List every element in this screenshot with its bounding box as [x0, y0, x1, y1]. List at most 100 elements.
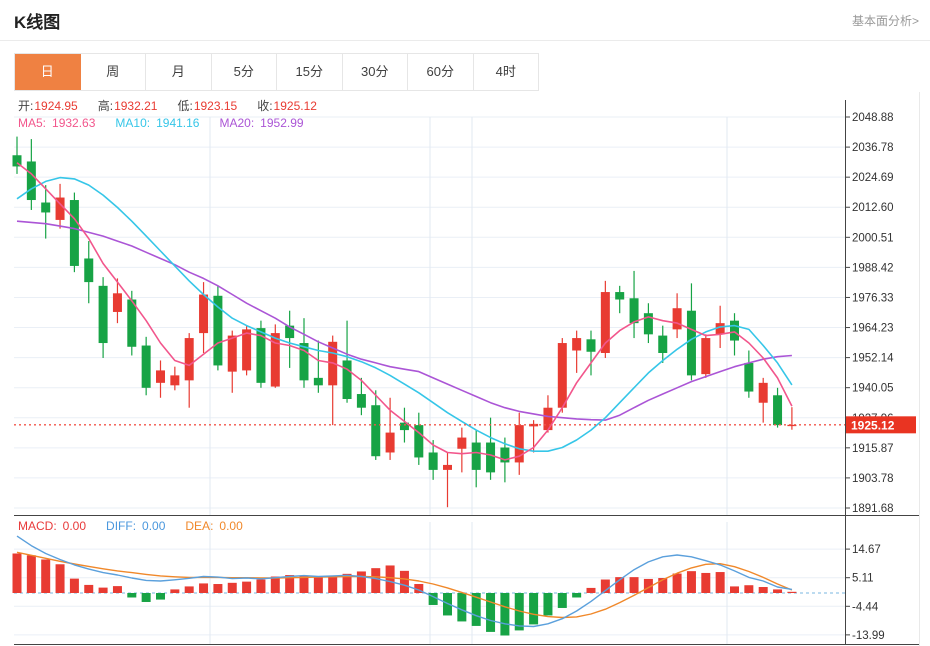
macd-histogram-bar: [414, 584, 424, 593]
candle-bearish: [26, 161, 36, 201]
candle-bullish: [112, 293, 122, 312]
candle-bullish: [270, 333, 280, 387]
macd-histogram-bar: [12, 553, 22, 593]
candlestick-chart[interactable]: 2048.88 2036.78 2024.69 2012.60 2000.51 1988.…: [0, 92, 930, 646]
axis-label: -13.99: [852, 630, 885, 642]
macd-histogram-bar: [557, 593, 567, 608]
macd-histogram-bar: [213, 584, 223, 593]
macd-histogram-bar: [98, 587, 108, 593]
legend-item: 收:1925.12: [257, 99, 317, 113]
candle-bullish: [701, 338, 711, 375]
candle-bullish: [170, 375, 180, 386]
macd-histogram-bar: [399, 570, 409, 593]
macd-histogram-bar: [500, 593, 510, 636]
macd-histogram-bar: [199, 583, 209, 593]
macd-histogram-bar: [41, 559, 51, 593]
macd-histogram-bar: [256, 579, 266, 593]
axis-label: 2036.78: [852, 142, 894, 154]
legend-item: 高:1932.21: [97, 99, 158, 113]
macd-histogram-bar: [672, 573, 682, 593]
macd-histogram-bar: [543, 593, 553, 616]
candle-bearish: [256, 328, 266, 383]
macd-histogram-bar: [658, 578, 668, 593]
candle-bearish: [486, 442, 496, 473]
ma5-line: [16, 162, 793, 461]
axis-label: -4.44: [852, 601, 879, 613]
macd-histogram-bar: [701, 572, 711, 593]
candle-bearish: [730, 320, 739, 341]
tab-5分[interactable]: 5分: [211, 54, 277, 90]
candle-bearish: [744, 362, 754, 392]
axis-label: 14.67: [852, 544, 881, 556]
macd-histogram-bar: [572, 593, 582, 598]
axis-label: 1964.23: [852, 323, 894, 335]
candle-bullish: [457, 437, 467, 449]
candle-bearish: [428, 452, 438, 470]
candle-bearish: [69, 200, 79, 266]
current-price-tag: [846, 416, 916, 434]
macd-histogram-bar: [242, 581, 252, 593]
candle-bullish: [199, 294, 209, 334]
macd-histogram-bar: [356, 571, 366, 593]
axis-label: 2048.88: [852, 112, 894, 124]
candle-bullish: [184, 338, 194, 381]
macd-histogram-bar: [744, 585, 754, 593]
tab-日[interactable]: 日: [15, 54, 81, 90]
axis-label: 1903.78: [852, 473, 894, 485]
macd-histogram-bar: [615, 577, 625, 593]
macd-histogram-bar: [730, 586, 739, 593]
candle-bearish: [658, 335, 668, 353]
macd-legend: MACD: 0.00 DIFF: 0.00 DEA: 0.00: [18, 519, 263, 533]
candle-bearish: [414, 425, 424, 458]
candle-bullish: [787, 424, 797, 427]
tab-60分[interactable]: 60分: [408, 54, 474, 90]
current-price-tag-text: 1925.12: [851, 418, 895, 432]
candle-bullish: [529, 423, 539, 427]
legend-item: DIFF: 0.00: [106, 519, 166, 533]
legend-item: MA10: 1941.16: [115, 116, 200, 130]
macd-histogram-bar: [55, 564, 65, 593]
candle-bearish: [41, 202, 51, 213]
fundamental-analysis-link[interactable]: 基本面分析>: [851, 14, 919, 28]
axis-label: 1952.14: [852, 353, 894, 365]
candle-bullish: [715, 323, 725, 335]
ma20-line: [16, 220, 792, 421]
period-tabbar: 日周月 5分 15分 30分 60分 4时: [14, 53, 539, 91]
candle-bullish: [758, 382, 768, 403]
candle-bullish: [242, 329, 252, 371]
macd-histogram-bar: [156, 593, 165, 600]
macd-histogram-bar: [328, 575, 338, 593]
candle-bullish: [55, 197, 65, 220]
candle-bearish: [84, 258, 94, 283]
page-title: K线图: [14, 13, 61, 32]
candle-bearish: [98, 285, 108, 344]
axis-label: 1988.42: [852, 262, 894, 274]
macd-histogram-bar: [643, 578, 653, 593]
macd-histogram-bar: [112, 586, 122, 593]
tab-月[interactable]: 月: [146, 54, 212, 90]
candle-bearish: [629, 298, 639, 324]
tab-15分[interactable]: 15分: [277, 54, 343, 90]
tab-周[interactable]: 周: [80, 54, 146, 90]
candle-bullish: [443, 464, 452, 470]
macd-histogram-bar: [270, 576, 280, 593]
candle-bullish: [543, 407, 553, 431]
macd-histogram-bar: [26, 555, 36, 593]
legend-item: DEA: 0.00: [185, 519, 243, 533]
legend-item: MA5: 1932.63: [18, 116, 96, 130]
tab-30分[interactable]: 30分: [342, 54, 408, 90]
candle-bullish: [600, 292, 610, 353]
ohlc-legend: 开:1924.95 高:1932.21 低:1923.15 收:1925.12: [18, 97, 337, 114]
candle-bearish: [342, 360, 352, 400]
axis-label: 1915.87: [852, 443, 894, 455]
candle-bullish: [572, 338, 582, 351]
candle-bearish: [500, 447, 510, 463]
macd-histogram-bar: [486, 593, 496, 632]
candle-bearish: [127, 299, 137, 347]
macd-histogram-bar: [184, 586, 194, 593]
candle-bullish: [557, 343, 567, 408]
macd-histogram-bar: [371, 568, 381, 593]
tab-4时[interactable]: 4时: [473, 54, 538, 90]
macd-histogram-bar: [586, 587, 596, 593]
axis-label: 2024.69: [852, 172, 894, 184]
